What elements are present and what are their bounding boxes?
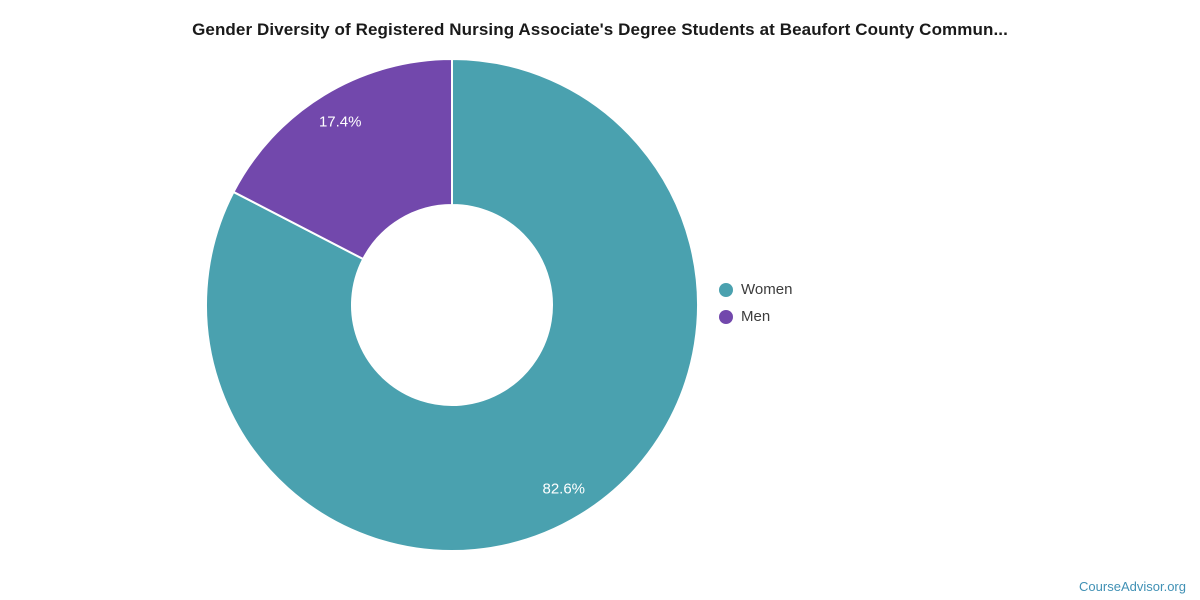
slice-women[interactable] [204,58,699,552]
slice-label-men: 17.4% [319,113,362,130]
legend: Women Men [719,281,792,325]
chart-title: Gender Diversity of Registered Nursing A… [192,20,1008,39]
legend-label-men: Men [741,308,771,325]
slice-men[interactable] [232,58,453,261]
donut-slices [204,58,699,552]
legend-item-women[interactable]: Women [719,281,792,298]
legend-dot-women [719,282,733,297]
legend-dot-men [719,309,733,324]
legend-item-men[interactable]: Men [719,308,792,325]
courseadvisor-watermark[interactable]: CourseAdvisor.org [1079,579,1186,594]
slice-label-women: 82.6% [542,481,585,498]
donut-slice-labels: 82.6% 17.4% [319,113,585,497]
legend-label-women: Women [741,281,793,298]
